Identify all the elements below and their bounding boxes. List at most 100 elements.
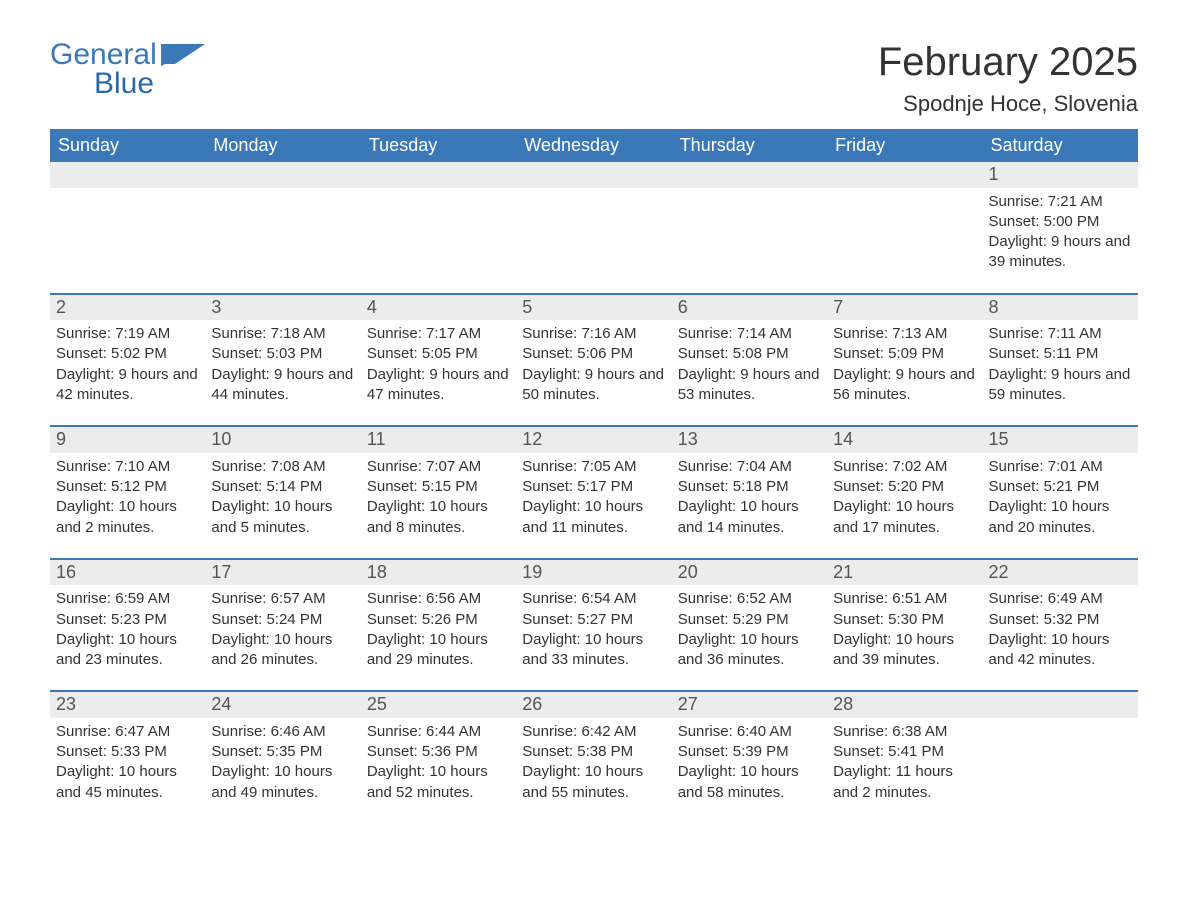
day-number: 5 [516,295,671,321]
sunset-line: Sunset: 5:39 PM [678,742,821,762]
day-number [672,162,827,188]
daylight-line: Daylight: 10 hours and 14 minutes. [678,497,821,538]
day-number: 28 [827,692,982,718]
calendar-day: 20Sunrise: 6:52 AMSunset: 5:29 PMDayligh… [672,559,827,692]
sunset-line: Sunset: 5:00 PM [989,212,1132,232]
sunrise-line: Sunrise: 6:59 AM [56,589,199,609]
sunset-line: Sunset: 5:18 PM [678,477,821,497]
day-details: Sunrise: 6:42 AMSunset: 5:38 PMDaylight:… [516,718,671,823]
sunset-line: Sunset: 5:32 PM [989,610,1132,630]
sunset-line: Sunset: 5:38 PM [522,742,665,762]
sunset-line: Sunset: 5:09 PM [833,344,976,364]
sunset-line: Sunset: 5:24 PM [211,610,354,630]
day-details: Sunrise: 6:52 AMSunset: 5:29 PMDaylight:… [672,585,827,690]
sunrise-line: Sunrise: 7:08 AM [211,457,354,477]
day-number: 27 [672,692,827,718]
sunrise-line: Sunrise: 6:38 AM [833,722,976,742]
calendar-day: 21Sunrise: 6:51 AMSunset: 5:30 PMDayligh… [827,559,982,692]
calendar-day: 27Sunrise: 6:40 AMSunset: 5:39 PMDayligh… [672,691,827,823]
daylight-line: Daylight: 10 hours and 2 minutes. [56,497,199,538]
day-number: 17 [205,560,360,586]
day-number: 13 [672,427,827,453]
day-details: Sunrise: 7:02 AMSunset: 5:20 PMDaylight:… [827,453,982,558]
sunrise-line: Sunrise: 7:10 AM [56,457,199,477]
daylight-line: Daylight: 9 hours and 39 minutes. [989,232,1132,273]
daylight-line: Daylight: 10 hours and 39 minutes. [833,630,976,671]
calendar-day: 16Sunrise: 6:59 AMSunset: 5:23 PMDayligh… [50,559,205,692]
header: General Blue February 2025 Spodnje Hoce,… [50,40,1138,117]
calendar-day: 28Sunrise: 6:38 AMSunset: 5:41 PMDayligh… [827,691,982,823]
calendar-week: 2Sunrise: 7:19 AMSunset: 5:02 PMDaylight… [50,294,1138,427]
sunset-line: Sunset: 5:15 PM [367,477,510,497]
day-details: Sunrise: 7:14 AMSunset: 5:08 PMDaylight:… [672,320,827,425]
daylight-line: Daylight: 9 hours and 53 minutes. [678,365,821,406]
calendar-week: 1Sunrise: 7:21 AMSunset: 5:00 PMDaylight… [50,162,1138,294]
dow-header: Tuesday [361,129,516,162]
daylight-line: Daylight: 10 hours and 33 minutes. [522,630,665,671]
dow-header: Thursday [672,129,827,162]
day-number: 7 [827,295,982,321]
day-details [50,188,205,288]
day-details: Sunrise: 7:11 AMSunset: 5:11 PMDaylight:… [983,320,1138,425]
day-details: Sunrise: 6:40 AMSunset: 5:39 PMDaylight:… [672,718,827,823]
sunrise-line: Sunrise: 6:47 AM [56,722,199,742]
day-number: 9 [50,427,205,453]
daylight-line: Daylight: 10 hours and 42 minutes. [989,630,1132,671]
day-number: 11 [361,427,516,453]
day-details: Sunrise: 6:54 AMSunset: 5:27 PMDaylight:… [516,585,671,690]
sunset-line: Sunset: 5:17 PM [522,477,665,497]
daylight-line: Daylight: 9 hours and 56 minutes. [833,365,976,406]
calendar-day: 9 Sunrise: 7:10 AMSunset: 5:12 PMDaylight… [50,426,205,559]
day-details: Sunrise: 6:51 AMSunset: 5:30 PMDaylight:… [827,585,982,690]
sunset-line: Sunset: 5:35 PM [211,742,354,762]
day-number: 25 [361,692,516,718]
calendar-day-empty [672,162,827,294]
daylight-line: Daylight: 10 hours and 52 minutes. [367,762,510,803]
day-details: Sunrise: 6:56 AMSunset: 5:26 PMDaylight:… [361,585,516,690]
calendar-day: 8Sunrise: 7:11 AMSunset: 5:11 PMDaylight… [983,294,1138,427]
calendar-day: 15Sunrise: 7:01 AMSunset: 5:21 PMDayligh… [983,426,1138,559]
day-number: 20 [672,560,827,586]
day-number: 15 [983,427,1138,453]
sunset-line: Sunset: 5:03 PM [211,344,354,364]
calendar-day: 19Sunrise: 6:54 AMSunset: 5:27 PMDayligh… [516,559,671,692]
sunrise-line: Sunrise: 7:07 AM [367,457,510,477]
day-number: 4 [361,295,516,321]
sunrise-line: Sunrise: 7:14 AM [678,324,821,344]
day-details: Sunrise: 7:17 AMSunset: 5:05 PMDaylight:… [361,320,516,425]
daylight-line: Daylight: 10 hours and 45 minutes. [56,762,199,803]
calendar-day-empty [983,691,1138,823]
calendar-day: 26Sunrise: 6:42 AMSunset: 5:38 PMDayligh… [516,691,671,823]
calendar-day: 3Sunrise: 7:18 AMSunset: 5:03 PMDaylight… [205,294,360,427]
day-number [983,692,1138,718]
sunrise-line: Sunrise: 6:46 AM [211,722,354,742]
calendar-day: 10Sunrise: 7:08 AMSunset: 5:14 PMDayligh… [205,426,360,559]
calendar-day: 13Sunrise: 7:04 AMSunset: 5:18 PMDayligh… [672,426,827,559]
day-details: Sunrise: 6:38 AMSunset: 5:41 PMDaylight:… [827,718,982,823]
calendar-day: 1Sunrise: 7:21 AMSunset: 5:00 PMDaylight… [983,162,1138,294]
day-number: 24 [205,692,360,718]
day-number [827,162,982,188]
calendar-day-empty [50,162,205,294]
sunset-line: Sunset: 5:41 PM [833,742,976,762]
sunset-line: Sunset: 5:02 PM [56,344,199,364]
day-details: Sunrise: 6:57 AMSunset: 5:24 PMDaylight:… [205,585,360,690]
sunset-line: Sunset: 5:30 PM [833,610,976,630]
calendar-day: 17Sunrise: 6:57 AMSunset: 5:24 PMDayligh… [205,559,360,692]
daylight-line: Daylight: 10 hours and 55 minutes. [522,762,665,803]
daylight-line: Daylight: 9 hours and 59 minutes. [989,365,1132,406]
dow-header: Saturday [983,129,1138,162]
sunrise-line: Sunrise: 6:49 AM [989,589,1132,609]
day-of-week-row: SundayMondayTuesdayWednesdayThursdayFrid… [50,129,1138,162]
day-details: Sunrise: 7:07 AMSunset: 5:15 PMDaylight:… [361,453,516,558]
dow-header: Sunday [50,129,205,162]
day-number [361,162,516,188]
calendar-week: 16Sunrise: 6:59 AMSunset: 5:23 PMDayligh… [50,559,1138,692]
sunset-line: Sunset: 5:12 PM [56,477,199,497]
daylight-line: Daylight: 9 hours and 44 minutes. [211,365,354,406]
day-details: Sunrise: 7:08 AMSunset: 5:14 PMDaylight:… [205,453,360,558]
day-details: Sunrise: 7:16 AMSunset: 5:06 PMDaylight:… [516,320,671,425]
daylight-line: Daylight: 10 hours and 5 minutes. [211,497,354,538]
title-block: February 2025 Spodnje Hoce, Slovenia [878,40,1138,117]
sunrise-line: Sunrise: 7:19 AM [56,324,199,344]
